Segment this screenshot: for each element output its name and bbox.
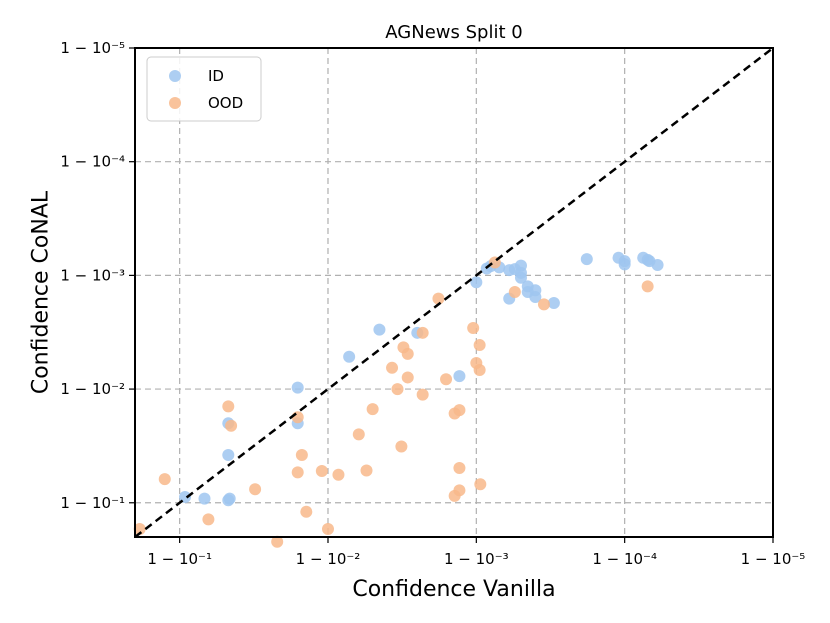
diagonal-reference-line (134, 47, 774, 538)
ood-data-point (416, 388, 429, 401)
chart-title: AGNews Split 0 (385, 22, 522, 43)
legend: ID OOD (146, 56, 262, 122)
ood-data-point (271, 535, 284, 548)
plot-frame (134, 47, 774, 538)
ood-data-point (508, 286, 521, 299)
id-data-point (453, 370, 466, 383)
y-tick-label: 1 − 10⁻³ (60, 266, 125, 284)
ood-data-point (537, 298, 550, 311)
ood-data-point (432, 292, 445, 305)
id-data-point (343, 350, 356, 363)
id-data-point (651, 258, 664, 271)
ood-data-point (401, 371, 414, 384)
ood-data-point (391, 383, 404, 396)
ood-data-point (401, 347, 414, 360)
ood-data-point (467, 321, 480, 334)
legend-marker-id (169, 70, 181, 82)
id-data-point (529, 284, 542, 297)
id-data-point (580, 253, 593, 266)
x-tick-label: 1 − 10⁻⁵ (741, 550, 806, 568)
ood-data-point (249, 483, 262, 496)
ood-data-point (416, 326, 429, 339)
ood-data-point (291, 411, 304, 424)
id-data-point (470, 276, 483, 289)
x-tick-label: 1 − 10⁻² (296, 550, 361, 568)
ood-data-point (440, 373, 453, 386)
ood-data-point (453, 484, 466, 497)
ood-data-point (395, 440, 408, 453)
id-data-point (373, 323, 386, 336)
ood-data-point (360, 464, 373, 477)
ood-data-point (202, 513, 215, 526)
ood-data-point (222, 400, 235, 413)
axis-ticks: 1 − 10⁻¹ 1 − 10⁻² 1 − 10⁻³ 1 − 10⁻⁴ 1 − 10⁻⁵… (60, 39, 805, 568)
ood-data-point (473, 364, 486, 377)
y-axis-label: Confidence CoNAL (29, 190, 54, 394)
y-tick-label: 1 − 10⁻⁴ (60, 153, 125, 171)
ood-data-point (453, 404, 466, 417)
ood-data-point (474, 478, 487, 491)
ood-data-point (366, 403, 379, 416)
id-data-point (514, 271, 527, 284)
legend-label-id: ID (208, 67, 224, 85)
id-data-point (618, 258, 631, 271)
ood-data-point (321, 522, 334, 535)
x-tick-label: 1 − 10⁻⁴ (592, 550, 657, 568)
ood-data-point (332, 468, 345, 481)
id-data-point (198, 492, 211, 505)
id-data-point (222, 448, 235, 461)
ood-data-point (641, 280, 654, 293)
ood-data-point (352, 428, 365, 441)
ood-data-point (291, 466, 304, 479)
id-data-point (291, 381, 304, 394)
id-data-point (223, 492, 236, 505)
x-tick-label: 1 − 10⁻¹ (147, 550, 212, 568)
ood-data-point (133, 522, 146, 535)
legend-label-ood: OOD (208, 94, 243, 112)
ood-data-point (473, 339, 486, 352)
ood-data-point (158, 473, 171, 486)
y-tick-label: 1 − 10⁻¹ (60, 494, 125, 512)
y-tick-label: 1 − 10⁻² (60, 380, 125, 398)
ood-data-point (453, 462, 466, 475)
data-points (133, 251, 664, 548)
y-tick-label: 1 − 10⁻⁵ (60, 39, 125, 57)
x-tick-label: 1 − 10⁻³ (444, 550, 509, 568)
x-axis-label: Confidence Vanilla (352, 577, 555, 602)
legend-marker-ood (169, 97, 181, 109)
ood-data-point (300, 505, 313, 518)
id-data-point (547, 297, 560, 310)
ood-data-point (386, 361, 399, 374)
ood-data-point (315, 464, 328, 477)
legend-box (146, 56, 262, 122)
ood-data-point (225, 419, 238, 432)
ood-data-point (295, 448, 308, 461)
